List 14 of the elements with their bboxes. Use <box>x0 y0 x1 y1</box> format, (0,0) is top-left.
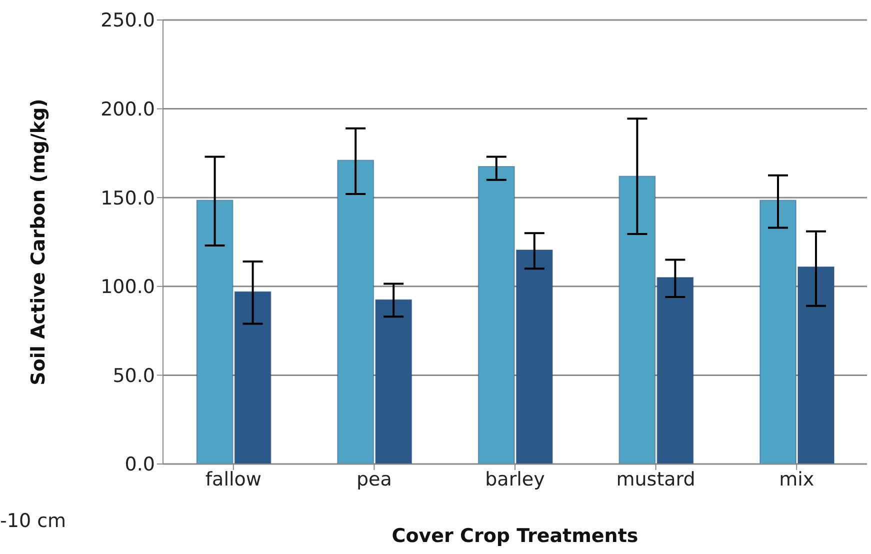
x-tick-label: barley <box>485 468 545 490</box>
y-tick-label: 0.0 <box>124 454 155 476</box>
y-tick-label: 150.0 <box>100 187 155 210</box>
y-tick-label: 50.0 <box>112 364 155 387</box>
x-tick-label: mustard <box>616 468 696 490</box>
x-tick-label: fallow <box>205 468 262 490</box>
y-tick-label: 250.0 <box>100 10 155 32</box>
x-tick-label: mix <box>779 468 814 490</box>
x-axis-title: Cover Crop Treatments <box>392 525 638 547</box>
text: -10 cm <box>0 510 66 532</box>
y-axis-title: Soil Active Carbon (mg/kg) <box>28 98 50 386</box>
x-tick-label: pea <box>356 468 392 490</box>
y-tick-label: 100.0 <box>100 276 155 298</box>
y-tick-label: 200.0 <box>100 98 155 121</box>
